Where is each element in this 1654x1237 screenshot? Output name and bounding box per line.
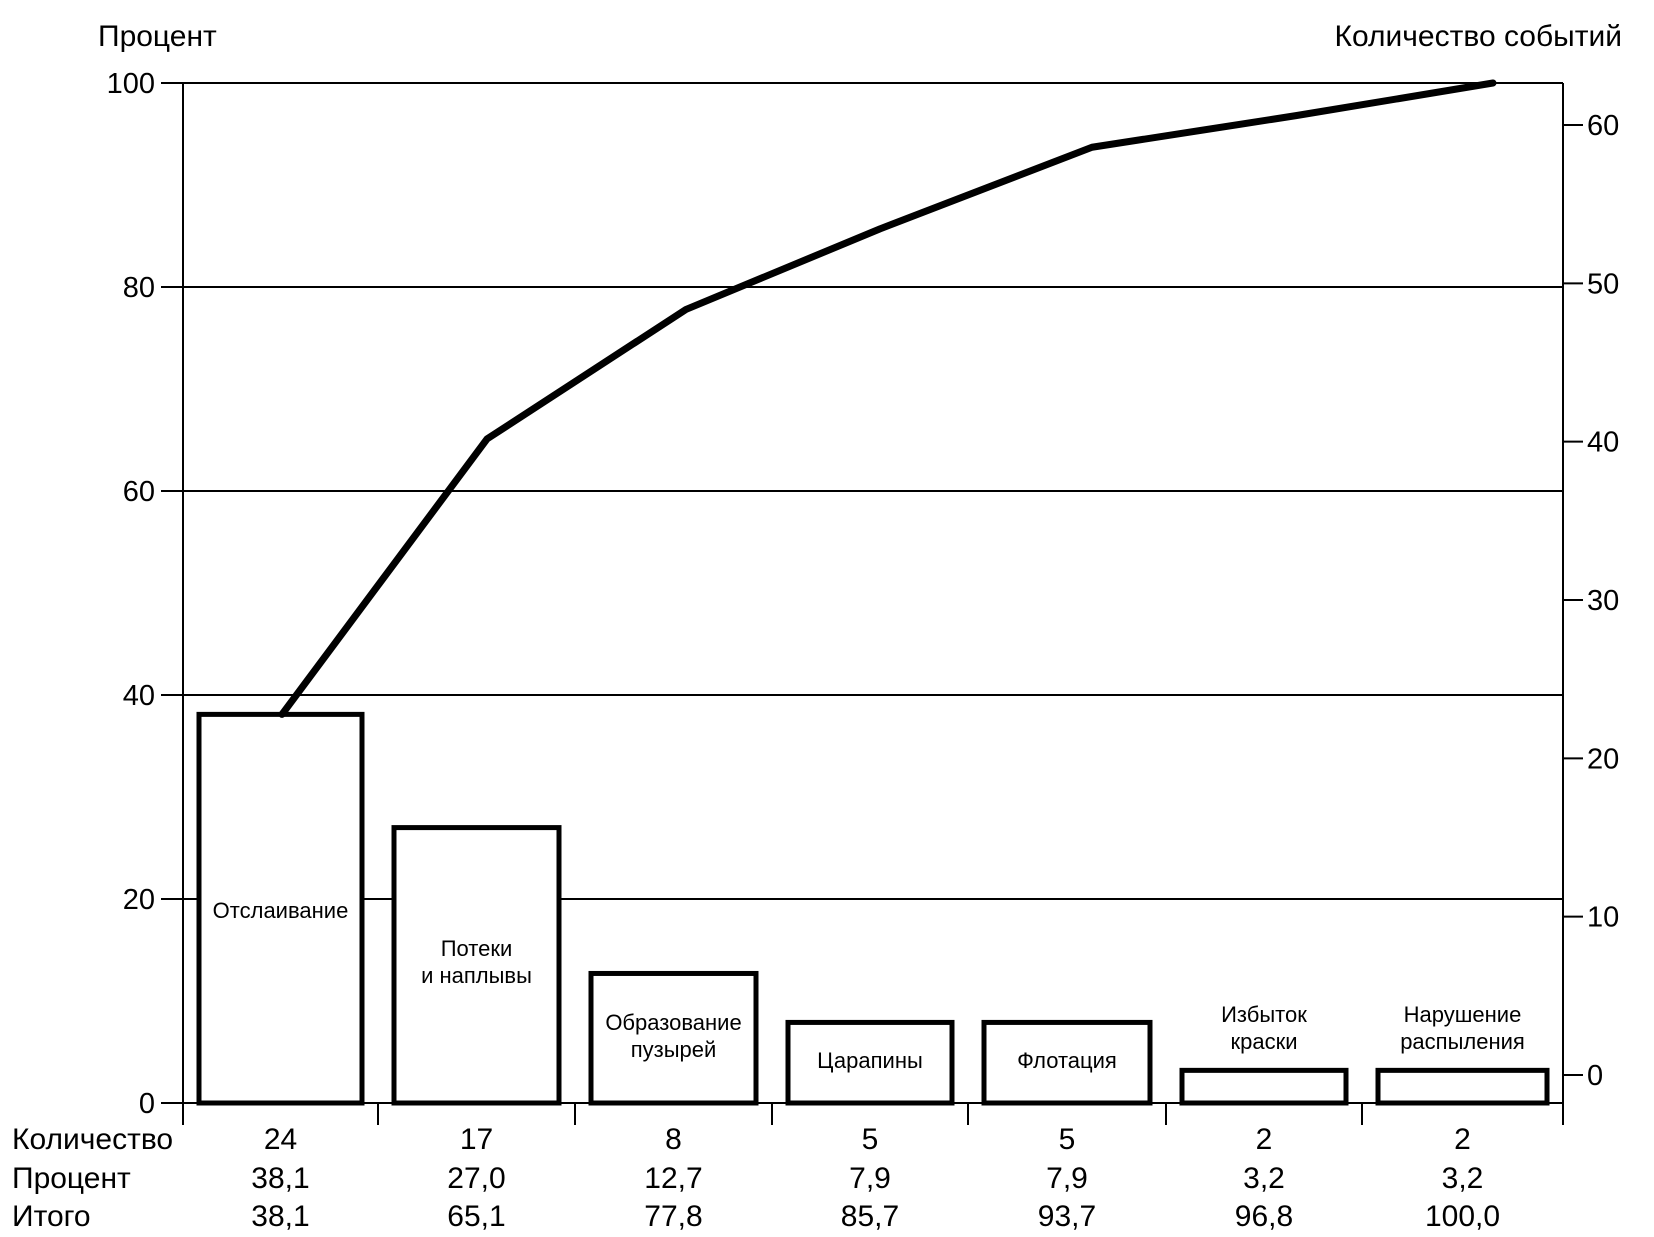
bar: [785, 1019, 955, 1106]
left-tick-label: 100: [107, 68, 155, 100]
bar-label: Флотация: [1017, 1048, 1117, 1073]
table-cell: 2: [1454, 1123, 1471, 1156]
table-cell: 77,8: [644, 1200, 702, 1233]
table-cell: 65,1: [447, 1200, 505, 1233]
table-cell: 7,9: [849, 1162, 891, 1195]
cumulative-point: [879, 228, 881, 230]
right-tick-label: 20: [1587, 743, 1619, 775]
table-cell: 24: [264, 1123, 297, 1156]
bar: [981, 1019, 1153, 1106]
right-tick-label: 10: [1587, 902, 1619, 934]
bar: [196, 711, 365, 1106]
bar-label: Царапины: [817, 1048, 923, 1073]
table-row-label: Процент: [12, 1162, 131, 1195]
bar-label: Отслаивание: [213, 898, 349, 923]
table-cell: 3,2: [1442, 1162, 1484, 1195]
bar-label: пузырей: [631, 1037, 717, 1062]
left-tick-label: 40: [123, 680, 155, 712]
bar: [1179, 1067, 1349, 1106]
table-cell: 3,2: [1243, 1162, 1285, 1195]
table-cell: 93,7: [1038, 1200, 1096, 1233]
table-cell: 8: [665, 1123, 682, 1156]
table-cell: 38,1: [251, 1200, 309, 1233]
bar-label: распыления: [1400, 1029, 1525, 1054]
table-row-label: Количество: [12, 1123, 173, 1156]
bar: [1375, 1067, 1550, 1106]
cumulative-point: [1492, 82, 1494, 84]
left-tick-label: 80: [123, 272, 155, 304]
table-cell: 2: [1256, 1123, 1273, 1156]
table-cell: 96,8: [1235, 1200, 1293, 1233]
left-tick-label: 60: [123, 476, 155, 508]
right-tick-label: 0: [1587, 1060, 1603, 1092]
bar-label: и наплывы: [421, 963, 532, 988]
right-axis-title: Количество событий: [1335, 20, 1622, 53]
left-tick-label: 20: [123, 884, 155, 916]
bar: [588, 970, 759, 1106]
table-cell: 27,0: [447, 1162, 505, 1195]
cumulative-point: [685, 308, 687, 310]
cumulative-point: [1091, 146, 1093, 148]
table-cell: 5: [862, 1123, 879, 1156]
table-row-label: Итого: [12, 1200, 91, 1233]
cumulative-point: [486, 438, 488, 440]
table-cell: 100,0: [1425, 1200, 1500, 1233]
right-tick-label: 60: [1587, 110, 1619, 142]
bar-label: Потеки: [441, 936, 513, 961]
cumulative-point: [1295, 115, 1297, 117]
right-tick-label: 50: [1587, 268, 1619, 300]
cumulative-line: [278, 79, 1497, 718]
right-tick-label: 40: [1587, 427, 1619, 459]
table-cell: 12,7: [644, 1162, 702, 1195]
bar-label: Избыток: [1221, 1002, 1307, 1027]
right-tick-label: 30: [1587, 585, 1619, 617]
table-cell: 38,1: [251, 1162, 309, 1195]
table-cell: 5: [1059, 1123, 1076, 1156]
bar-label: Образование: [605, 1010, 741, 1035]
left-axis-title: Процент: [98, 20, 217, 53]
bar-label: Нарушение: [1404, 1002, 1522, 1027]
table-cell: 17: [460, 1123, 493, 1156]
table-cell: 85,7: [841, 1200, 899, 1233]
bar-label: краски: [1230, 1029, 1297, 1054]
table-cell: 7,9: [1046, 1162, 1088, 1195]
cumulative-point: [281, 713, 283, 715]
left-tick-label: 0: [139, 1088, 155, 1120]
